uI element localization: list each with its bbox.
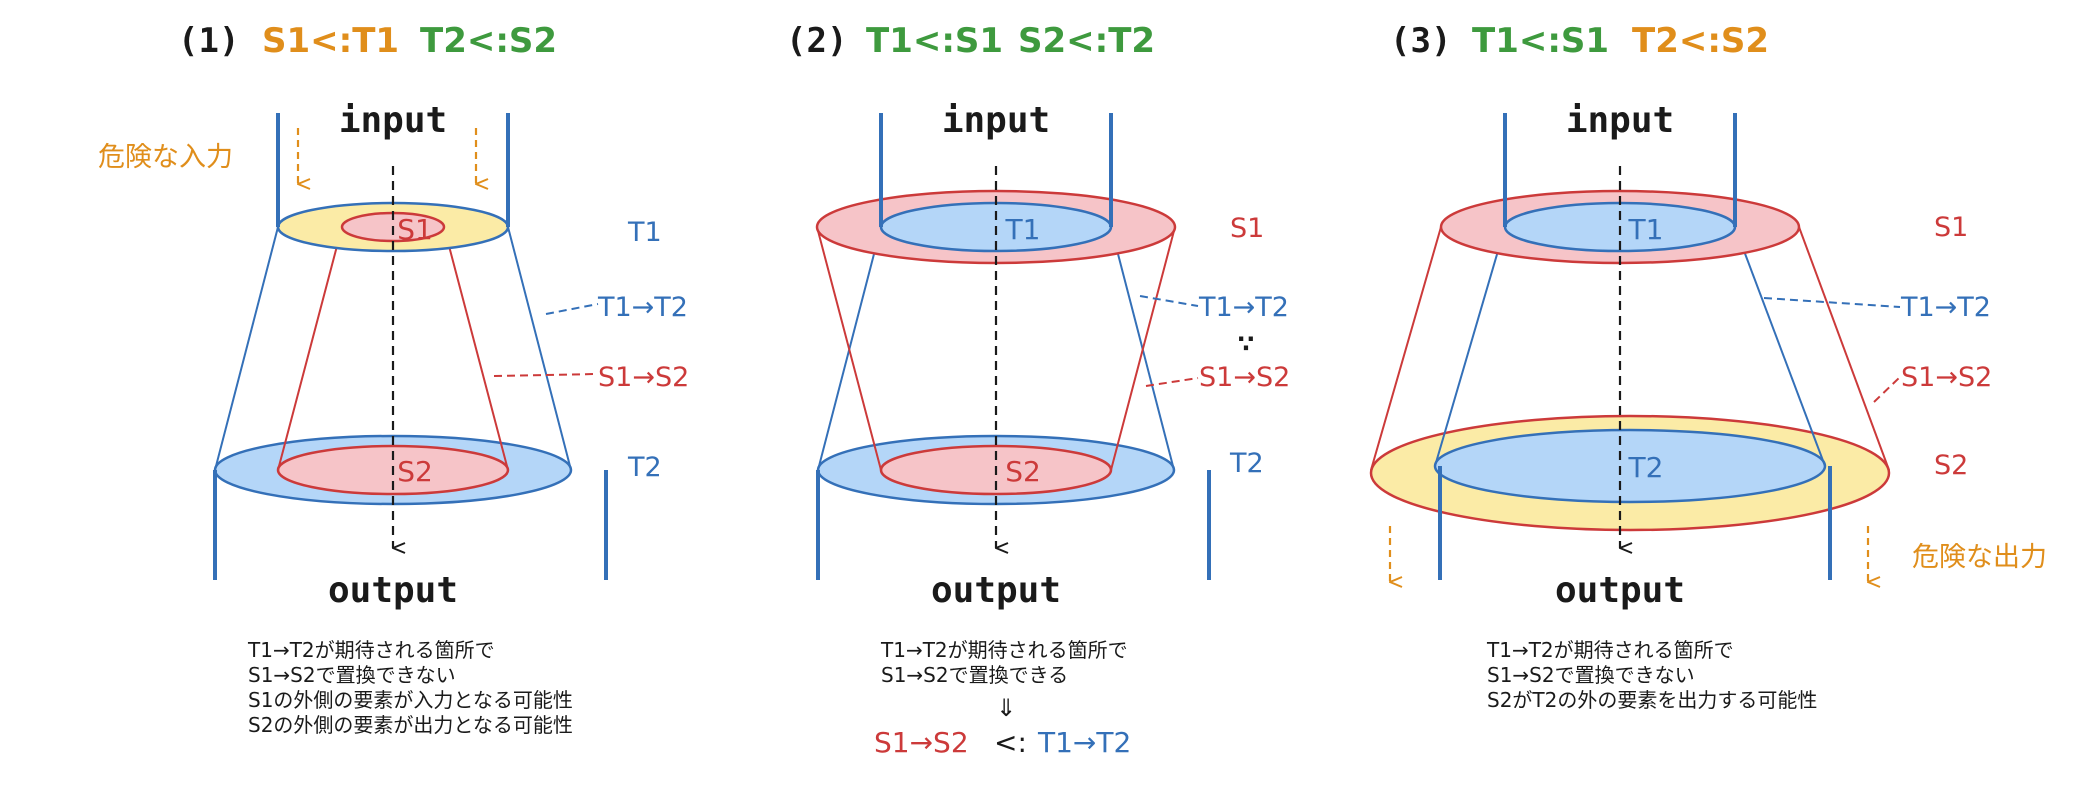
panel-2-input-label: input bbox=[942, 100, 1050, 141]
panel-3-danger-label: 危険な出力 bbox=[1912, 542, 2047, 573]
panel-2-desc-line-1: T1→T2が期待される箇所で bbox=[880, 638, 1128, 662]
panel-1-relation-a: S1<:T1 bbox=[262, 21, 399, 61]
panel-2-conclusion-subtype: <: bbox=[994, 726, 1027, 759]
panel-2-because-symbol: ∵ bbox=[1238, 330, 1255, 358]
panel-3-desc-line-3: S2がT2の外の要素を出力する可能性 bbox=[1487, 688, 1817, 712]
panel-3-blue-left-side bbox=[1434, 226, 1506, 467]
panel-1-danger-label: 危険な入力 bbox=[98, 142, 233, 173]
panel-2-relation-a: T1<:S1 bbox=[866, 21, 1003, 61]
panel-1-number: (1) bbox=[178, 21, 239, 61]
panel-3-fn-t-leader bbox=[1763, 297, 1901, 308]
panel-3-blue-right-side bbox=[1734, 226, 1826, 467]
panel-3-fn-s-label: S1→S2 bbox=[1901, 362, 1992, 393]
panel-3-red-right-side bbox=[1798, 226, 1890, 471]
panel-1-input-label: input bbox=[339, 100, 447, 141]
panel-2-fn-t-leader bbox=[1139, 295, 1199, 307]
panel-3-input-label: input bbox=[1566, 100, 1674, 141]
panel-1-fn-s-leader bbox=[493, 373, 597, 377]
panel-2-implies-symbol: ⇓ bbox=[996, 694, 1016, 722]
panel-1-label-bottom: T2 bbox=[627, 452, 662, 483]
panel-2-desc-line-2: S1→S2で置換できる bbox=[881, 663, 1068, 687]
panel-1-output-label: output bbox=[328, 570, 458, 611]
panel-3: (3) T1<:S1 T2<:S2 input T1 T2 危険な出力 S1 S… bbox=[1369, 21, 2047, 712]
panel-3-relation-a: T1<:S1 bbox=[1472, 21, 1609, 61]
panel-1-desc-line-2: S1→S2で置換できない bbox=[248, 663, 456, 687]
panel-2-conclusion-left: S1→S2 bbox=[874, 726, 969, 759]
panel-2: (2) T1<:S1 S2<:T2 input T1 S2 S1 T2 T1→T… bbox=[786, 21, 1290, 759]
panel-2-red-right-side bbox=[1110, 226, 1176, 471]
panel-2-label-top: S1 bbox=[1230, 213, 1264, 244]
panel-1-fn-t-label: T1→T2 bbox=[597, 292, 688, 323]
panel-2-description: T1→T2が期待される箇所で S1→S2で置換できる bbox=[880, 638, 1128, 687]
panel-2-inner-top-label: T1 bbox=[1005, 213, 1041, 246]
panel-1-label-top: T1 bbox=[627, 217, 662, 248]
panel-1: (1) S1<:T1 T2<:S2 input S1 S2 危険な入力 T1 bbox=[98, 21, 689, 737]
panel-2-number: (2) bbox=[786, 21, 847, 61]
panel-1-inner-left-side bbox=[277, 226, 343, 471]
panel-2-fn-s-label: S1→S2 bbox=[1199, 362, 1290, 393]
panel-2-conclusion-right: T1→T2 bbox=[1037, 726, 1131, 759]
panel-2-label-bottom: T2 bbox=[1229, 448, 1264, 479]
panel-3-label-bottom: S2 bbox=[1934, 450, 1968, 481]
panel-1-inner-bottom-label: S2 bbox=[397, 455, 433, 488]
panel-1-desc-line-3: S1の外側の要素が入力となる可能性 bbox=[248, 688, 573, 712]
panel-1-fn-s-label: S1→S2 bbox=[598, 362, 689, 393]
panel-1-inner-right-side bbox=[443, 226, 509, 471]
panel-3-fn-t-label: T1→T2 bbox=[1900, 292, 1991, 323]
panel-2-fn-s-leader bbox=[1145, 377, 1199, 387]
panel-3-desc-line-1: T1→T2が期待される箇所で bbox=[1486, 638, 1734, 662]
panel-2-red-left-side bbox=[816, 226, 882, 471]
panel-3-red-left-side bbox=[1370, 226, 1442, 471]
panel-3-description: T1→T2が期待される箇所で S1→S2で置換できない S2がT2の外の要素を出… bbox=[1486, 638, 1817, 712]
panel-3-label-top: S1 bbox=[1934, 212, 1968, 243]
panel-3-relation-b: T2<:S2 bbox=[1632, 21, 1769, 61]
panel-1-outer-left-side bbox=[214, 226, 279, 471]
panel-2-relation-b: S2<:T2 bbox=[1018, 21, 1155, 61]
panel-3-output-label: output bbox=[1555, 570, 1685, 611]
panel-1-fn-t-leader bbox=[545, 303, 599, 315]
panel-1-desc-line-1: T1→T2が期待される箇所で bbox=[247, 638, 495, 662]
panel-2-inner-bottom-label: S2 bbox=[1005, 455, 1041, 488]
panel-2-fn-t-label: T1→T2 bbox=[1198, 292, 1289, 323]
panel-3-inner-bottom-label: T2 bbox=[1628, 451, 1664, 484]
panel-1-outer-right-side bbox=[507, 226, 572, 471]
panel-1-relation-b: T2<:S2 bbox=[420, 21, 557, 61]
panel-1-desc-line-4: S2の外側の要素が出力となる可能性 bbox=[248, 713, 573, 737]
panel-1-description: T1→T2が期待される箇所で S1→S2で置換できない S1の外側の要素が入力と… bbox=[247, 638, 573, 737]
panel-1-inner-top-label: S1 bbox=[397, 213, 433, 246]
panel-3-number: (3) bbox=[1390, 21, 1451, 61]
panel-2-output-label: output bbox=[931, 570, 1061, 611]
panel-3-inner-top-label: T1 bbox=[1628, 213, 1664, 246]
panel-3-desc-line-2: S1→S2で置換できない bbox=[1487, 663, 1695, 687]
panel-3-fn-s-leader bbox=[1873, 376, 1901, 403]
